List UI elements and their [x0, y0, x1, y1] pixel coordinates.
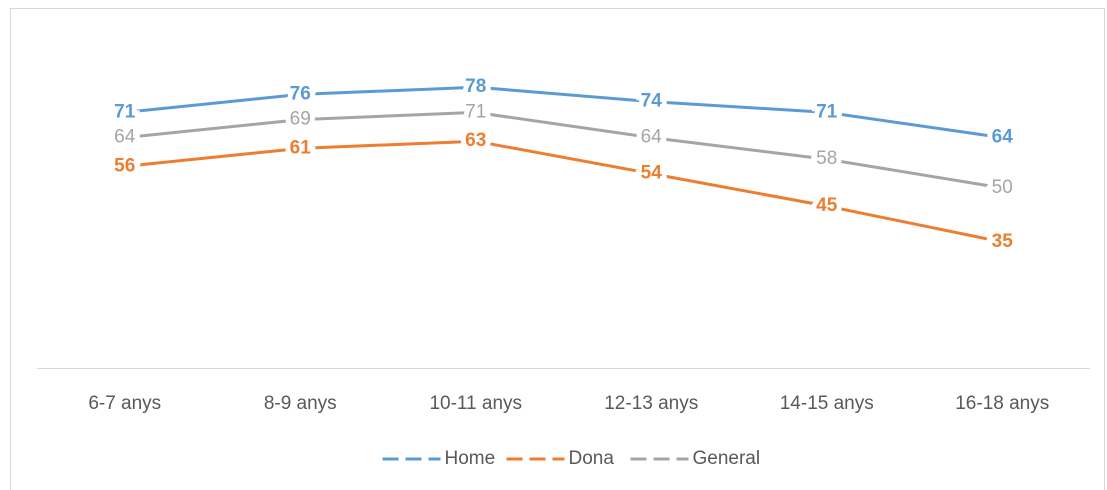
x-tick-label: 10-11 anys	[429, 393, 522, 414]
data-label: 56	[114, 155, 135, 176]
data-label: 76	[290, 83, 311, 104]
legend-label: Home	[445, 448, 496, 469]
line-series	[124, 85, 1003, 140]
data-label: 71	[465, 101, 486, 122]
chart-frame	[10, 8, 1105, 490]
x-tick-label: 8-9 anys	[264, 393, 337, 414]
data-label: 63	[465, 130, 486, 151]
x-tick-label: 6-7 anys	[88, 393, 161, 414]
legend-label: General	[693, 448, 761, 469]
data-label: 58	[816, 148, 837, 169]
data-label: 50	[992, 177, 1013, 198]
data-label: 64	[992, 127, 1014, 148]
x-tick-label: 16-18 anys	[955, 393, 1049, 414]
line-series	[124, 139, 1003, 244]
data-label: 61	[290, 137, 312, 158]
data-label: 54	[641, 163, 663, 184]
data-label: 71	[816, 101, 838, 122]
line-series	[124, 110, 1003, 190]
data-label: 45	[816, 195, 838, 216]
data-label: 64	[114, 127, 136, 148]
legend-label: Dona	[569, 448, 615, 469]
data-label: 78	[465, 76, 486, 97]
data-label: 64	[641, 127, 663, 148]
data-label: 74	[641, 91, 663, 112]
data-label: 71	[114, 101, 136, 122]
data-label: 35	[992, 231, 1014, 252]
x-tick-label: 12-13 anys	[604, 393, 698, 414]
data-label: 69	[290, 109, 311, 130]
x-tick-label: 14-15 anys	[780, 393, 874, 414]
